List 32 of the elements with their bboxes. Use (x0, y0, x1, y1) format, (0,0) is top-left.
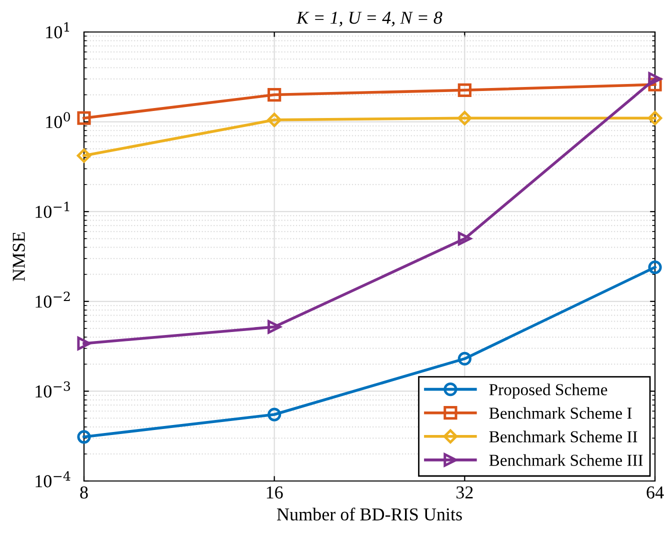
point (648, 260, 662, 274)
point (77, 336, 91, 350)
point (268, 320, 282, 334)
y-tick-label: 10$^{−1}$ (36, 202, 70, 218)
point (648, 110, 662, 126)
point (76, 148, 92, 163)
x-tick-label: 32 (456, 486, 473, 499)
point (267, 112, 282, 128)
point (648, 72, 662, 86)
legend-label: Proposed Scheme (489, 384, 608, 399)
y-tick-label: 10$^{−2}$ (36, 292, 70, 308)
y-tick-label: 10$^{−4}$ (36, 471, 70, 488)
legend-label: Benchmark Scheme II (489, 430, 638, 442)
x-tick-label: 64 (646, 486, 664, 499)
y-tick-label: 10$^{−3}$ (36, 381, 70, 398)
x-tick-label: 16 (266, 486, 283, 499)
legend-label: Benchmark Scheme I (489, 407, 632, 419)
point (458, 232, 472, 246)
point (458, 110, 472, 126)
x-axis-title: Number of BD-RIS Units (276, 508, 462, 520)
point (268, 408, 282, 422)
point (458, 83, 472, 97)
y-tick-label: 10$^{1}$ (46, 22, 70, 38)
point (268, 88, 282, 102)
y-tick-label: 10$^{0}$ (46, 112, 70, 128)
legend-label: Benchmark Scheme III (489, 454, 643, 466)
point (458, 352, 472, 366)
chart-title: K = 1, U = 4, N = 8 (296, 12, 442, 26)
x-tick-label: 8 (80, 486, 88, 499)
point (77, 430, 91, 444)
point (77, 111, 91, 125)
y-axis-title: NMSE (12, 232, 25, 282)
